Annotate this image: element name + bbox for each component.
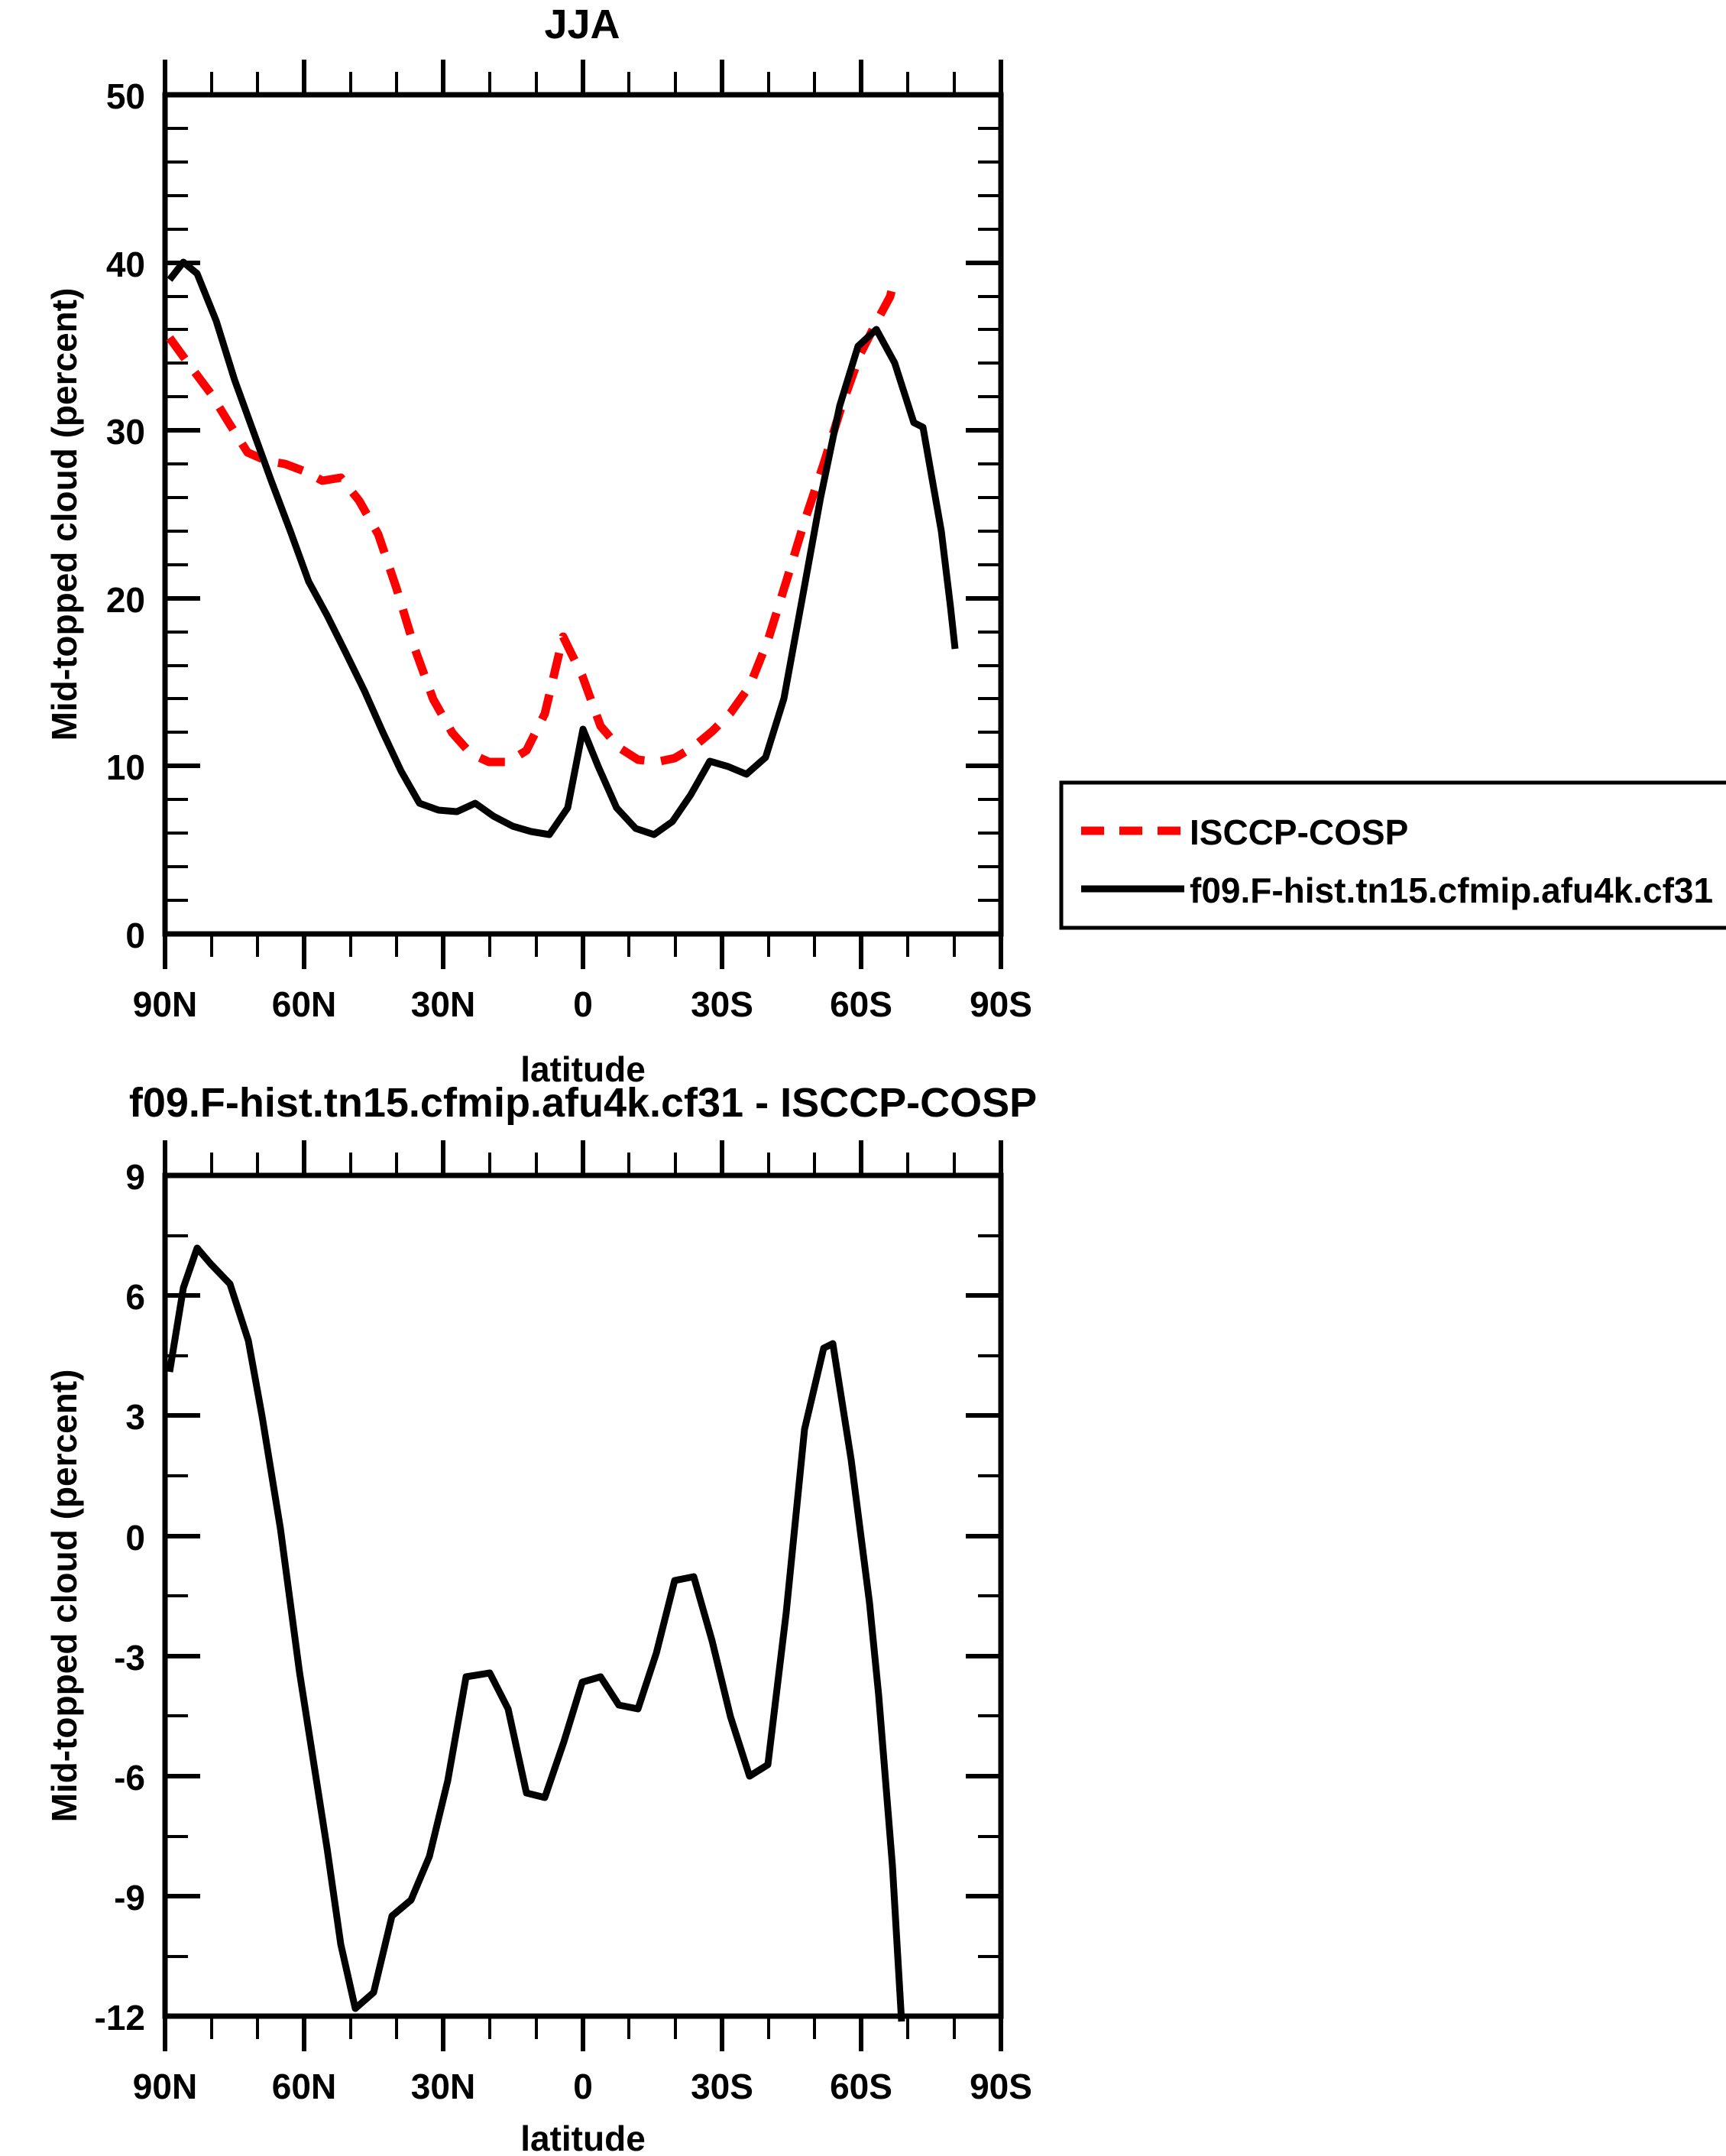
series-isccp-cosp-line xyxy=(166,280,899,767)
panel-top-title: JJA xyxy=(544,2,620,47)
panel-bottom-x-minor-ticks xyxy=(210,1153,956,2039)
panel-bottom-ytick-neg6: -6 xyxy=(114,1758,145,1798)
panel-bottom-series-group xyxy=(166,1244,905,2022)
panel-bottom-ytick-neg9: -9 xyxy=(114,1878,145,1918)
panel-top-xtick-90n: 90N xyxy=(133,984,197,1024)
series-model-line xyxy=(167,258,959,838)
panel-bottom-xtick-30s: 30S xyxy=(691,2067,753,2106)
panel-top-x-minor-ticks xyxy=(210,72,956,957)
panel-bottom-y-major-ticks xyxy=(165,1173,1001,2018)
panel-top-xtick-60n: 60N xyxy=(272,984,336,1024)
panel-bottom-xtick-90n: 90N xyxy=(133,2067,197,2106)
panel-top-plot: JJA xyxy=(44,2,1032,1089)
legend-label-model: f09.F-hist.tn15.cfmip.afu4k.cf31 xyxy=(1190,871,1713,910)
panel-top-xtick-30n: 30N xyxy=(411,984,475,1024)
panel-bottom-x-major-ticks xyxy=(163,1140,1003,2051)
panel-top-y-minor-ticks xyxy=(165,127,1001,902)
panel-bottom-ytick-neg12: -12 xyxy=(95,1998,145,2038)
panel-top-xtick-30s: 30S xyxy=(691,984,753,1024)
panel-top-x-major-ticks xyxy=(163,60,1003,969)
panel-top-xtick-0: 0 xyxy=(573,984,593,1024)
panel-top-ytick-0: 0 xyxy=(125,916,145,955)
panel-bottom-ytick-9: 9 xyxy=(125,1157,145,1197)
series-difference-line xyxy=(166,1244,905,2022)
panel-bottom-xtick-90s: 90S xyxy=(970,2067,1032,2106)
panel-bottom-title: f09.F-hist.tn15.cfmip.afu4k.cf31 - ISCCP… xyxy=(129,1086,1037,1126)
panel-bottom-xtick-60s: 60S xyxy=(830,2067,892,2106)
panel-bottom-xtick-0: 0 xyxy=(573,2067,593,2106)
panel-top-ytick-40: 40 xyxy=(106,245,145,284)
panel-bottom-xaxis-label: latitude xyxy=(520,2119,646,2156)
panel-top-series-group xyxy=(166,258,959,838)
panel-bottom-xtick-60n: 60N xyxy=(272,2067,336,2106)
legend-label-isccp-cosp: ISCCP-COSP xyxy=(1190,812,1408,852)
panel-top-ytick-20: 20 xyxy=(106,580,145,620)
legend: ISCCP-COSP f09.F-hist.tn15.cfmip.afu4k.c… xyxy=(1059,780,1726,930)
panel-bottom-plot: f09.F-hist.tn15.cfmip.afu4k.cf31 - ISCCP… xyxy=(44,1086,1037,2156)
panel-top-xtick-60s: 60S xyxy=(830,984,892,1024)
panel-bottom-yaxis-label: Mid-topped cloud (percent) xyxy=(44,1370,84,1823)
panel-top-ytick-50: 50 xyxy=(106,76,145,116)
panel-bottom-ytick-6: 6 xyxy=(125,1277,145,1317)
panel-bottom-ytick-3: 3 xyxy=(125,1397,145,1437)
legend-frame xyxy=(1059,780,1726,930)
panel-bottom-ytick-0: 0 xyxy=(125,1518,145,1558)
panel-top-xtick-90s: 90S xyxy=(970,984,1032,1024)
panel-top-ytick-10: 10 xyxy=(106,747,145,787)
panel-top-frame xyxy=(162,92,1004,937)
panel-top-ytick-30: 30 xyxy=(106,412,145,452)
panel-top-y-major-ticks xyxy=(165,92,1001,936)
panel-top-yaxis-label: Mid-topped cloud (percent) xyxy=(44,288,84,741)
panel-bottom-y-minor-ticks xyxy=(165,1234,1001,1958)
panel-bottom-xtick-30n: 30N xyxy=(411,2067,475,2106)
panel-bottom-ytick-neg3: -3 xyxy=(114,1638,145,1678)
panel-top-xaxis-label: latitude xyxy=(520,1049,646,1089)
